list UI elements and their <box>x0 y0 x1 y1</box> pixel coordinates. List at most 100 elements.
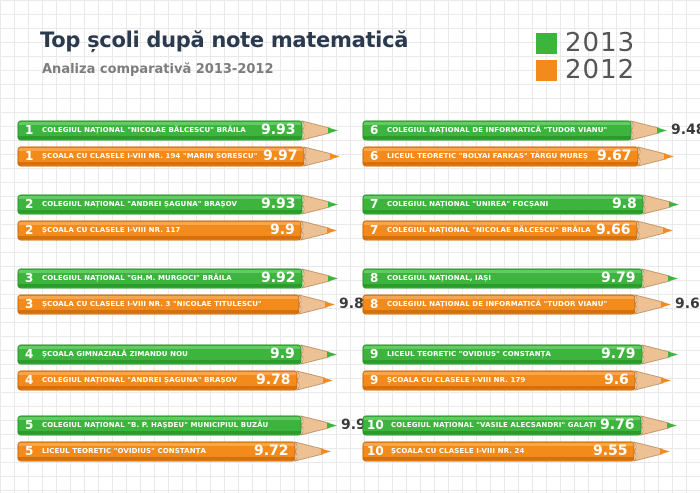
pencil-tip-wood <box>301 194 331 215</box>
pencil-rank-label: 9 <box>370 373 379 387</box>
pencil-shape <box>362 415 677 436</box>
pencil-tip-wood <box>300 415 330 436</box>
pencil-value-label: 9.78 <box>256 372 291 388</box>
pencil-body <box>18 147 304 166</box>
pencil-value-label: 9.9 <box>270 222 295 238</box>
page-subtitle: Analiza comparativă 2013-2012 <box>42 62 274 77</box>
pencil-tip-lead <box>327 351 337 358</box>
legend-swatch-2012 <box>536 60 557 81</box>
pencil-bar-2012-rank-10: 10 ȘCOALA CU CLASELE I-VIII NR. 24 9.55 <box>362 441 670 462</box>
pencil-school-name: COLEGIUL NAȚIONAL DE INFORMATICĂ "TUDOR … <box>387 300 608 308</box>
pencil-tip-lead <box>321 448 331 455</box>
pencil-value-label: 9.6 <box>604 372 629 388</box>
pencil-rank-label: 4 <box>25 347 34 361</box>
pencil-body <box>18 442 295 461</box>
pencil-body <box>363 147 638 166</box>
pencil-school-name: LICEUL TEORETIC "OVIDIUS" CONSTANȚA <box>42 447 207 455</box>
pencil-value-label: 9.72 <box>254 443 289 459</box>
pencil-value-label: 9.76 <box>600 417 635 433</box>
pencil-bar-2013-rank-5: 5 COLEGIUL NAȚIONAL "B. P. HAȘDEU" MUNICI… <box>17 415 366 436</box>
pencil-value-label: 9.55 <box>593 443 628 459</box>
pencil-value-label: 9.79 <box>601 346 636 362</box>
pencil-school-name: COLEGIUL NAȚIONAL "NICOLAE BĂLCESCU" BRĂ… <box>42 126 246 134</box>
pencil-tip-lead <box>668 275 678 282</box>
pencil-body <box>18 371 297 390</box>
pencil-tip-lead <box>330 153 340 160</box>
pencil-tip-lead <box>327 422 337 429</box>
pencil-body <box>363 121 631 140</box>
pencil-rank-label: 9 <box>370 347 379 361</box>
pencil-school-name: COLEGIUL NAȚIONAL "ANDREI ȘAGUNA" BRAȘOV <box>42 200 238 208</box>
pencil-tip-lead <box>669 201 679 208</box>
pencil-shape <box>17 441 331 462</box>
pencil-rank-label: 8 <box>370 297 379 311</box>
pencil-tip-lead <box>325 301 335 308</box>
pencil-shape <box>362 146 674 167</box>
pencil-bar-2012-rank-3: 3 ȘCOALA CU CLASELE I-VIII NR. 3 "NICOLAE… <box>17 294 374 315</box>
legend-swatch-2013 <box>536 33 557 54</box>
pencil-school-name: COLEGIUL NAȚIONAL, IAȘI <box>387 274 492 282</box>
pencil-tip-lead <box>661 377 671 384</box>
pencil-bar-2013-rank-4: 4 ȘCOALA GIMNAZIALĂ ZIMANDU NOU 9.9 <box>17 344 337 365</box>
pencil-school-name: ȘCOALA GIMNAZIALĂ ZIMANDU NOU <box>42 350 188 358</box>
pencil-rank-label: 7 <box>370 223 379 237</box>
pencil-bar-2013-rank-9: 9 LICEUL TEORETIC "OVIDIUS" CONSTANȚA 9.79 <box>362 344 678 365</box>
pencil-body <box>18 121 302 140</box>
pencil-body <box>18 269 302 288</box>
pencil-tip-lead <box>668 351 678 358</box>
pencil-body <box>18 345 301 364</box>
pencil-school-name: COLEGIUL NAȚIONAL "ANDREI ȘAGUNA" BRAȘOV <box>42 376 238 384</box>
pencil-tip-wood <box>630 120 660 141</box>
pencil-bar-2013-rank-2: 2 COLEGIUL NAȚIONAL "ANDREI ȘAGUNA" BRAȘO… <box>17 194 338 215</box>
pencil-rank-label: 6 <box>370 149 379 163</box>
pencil-shape <box>362 120 667 141</box>
pencil-value-label: 9.93 <box>261 196 296 212</box>
pencil-body <box>363 295 635 314</box>
pencil-body <box>363 221 637 240</box>
pencil-value-label: 9.67 <box>597 148 632 164</box>
pencil-tip-wood <box>294 441 324 462</box>
pencil-shape <box>362 370 671 391</box>
pencil-school-name: ȘCOALA CU CLASELE I-VIII NR. 179 <box>387 376 526 384</box>
pencil-shape <box>362 441 670 462</box>
pencil-bar-2012-rank-1: 1 ȘCOALA CU CLASELE I-VIII NR. 194 "MARIN… <box>17 146 340 167</box>
pencil-tip-lead <box>664 153 674 160</box>
pencil-value-label: 9.93 <box>261 122 296 138</box>
legend-label-2013: 2013 <box>565 28 636 58</box>
pencil-bar-2013-rank-1: 1 COLEGIUL NAȚIONAL "NICOLAE BĂLCESCU" BR… <box>17 120 338 141</box>
pencil-value-label: 9.66 <box>596 222 631 238</box>
pencil-school-name: ȘCOALA CU CLASELE I-VIII NR. 24 <box>391 447 525 455</box>
pencil-rank-label: 6 <box>370 123 379 137</box>
pencil-value-label: 9.6 <box>675 296 700 312</box>
pencil-bar-2012-rank-2: 2 ȘCOALA CU CLASELE I-VIII NR. 117 9.9 <box>17 220 337 241</box>
pencil-body <box>18 221 301 240</box>
pencil-bar-2013-rank-6: 6 COLEGIUL NAȚIONAL DE INFORMATICĂ "TUDOR… <box>362 120 700 141</box>
pencil-tip-wood <box>637 146 667 167</box>
pencil-school-name: LICEUL TEORETIC "OVIDIUS" CONSTANȚA <box>387 350 552 358</box>
pencil-shape <box>17 344 337 365</box>
pencil-tip-wood <box>301 268 331 289</box>
pencil-school-name: COLEGIUL NAȚIONAL "GH.M. MURGOCI" BRĂILA <box>42 274 232 282</box>
pencil-tip-lead <box>663 227 673 234</box>
pencil-body <box>363 371 635 390</box>
legend-label-2012: 2012 <box>565 55 636 85</box>
pencil-value-label: 9.97 <box>263 148 298 164</box>
pencil-body <box>363 345 642 364</box>
pencil-tip-wood <box>642 194 672 215</box>
pencil-school-name: COLEGIUL NAȚIONAL "B. P. HAȘDEU" MUNICIP… <box>42 421 269 429</box>
pencil-rank-label: 7 <box>370 197 379 211</box>
pencil-bar-2013-rank-3: 3 COLEGIUL NAȚIONAL "GH.M. MURGOCI" BRĂIL… <box>17 268 338 289</box>
pencil-school-name: COLEGIUL NAȚIONAL "UNIREA" FOCȘANI <box>387 200 549 208</box>
pencil-rank-label: 3 <box>25 297 34 311</box>
pencil-tip-wood <box>634 294 664 315</box>
pencil-tip-wood <box>298 294 328 315</box>
pencil-tip-lead <box>328 127 338 134</box>
pencil-body <box>18 295 299 314</box>
pencil-tip-lead <box>657 127 667 134</box>
pencil-bar-2012-rank-7: 7 COLEGIUL NAȚIONAL "NICOLAE BĂLCESCU" BR… <box>362 220 673 241</box>
pencil-rank-label: 4 <box>25 373 34 387</box>
pencil-tip-lead <box>328 201 338 208</box>
pencil-school-name: LICEUL TEORETIC "BOLYAI FARKAS" TÂRGU MU… <box>387 152 589 160</box>
pencil-rank-label: 3 <box>25 271 34 285</box>
pencil-tip-wood <box>633 441 663 462</box>
